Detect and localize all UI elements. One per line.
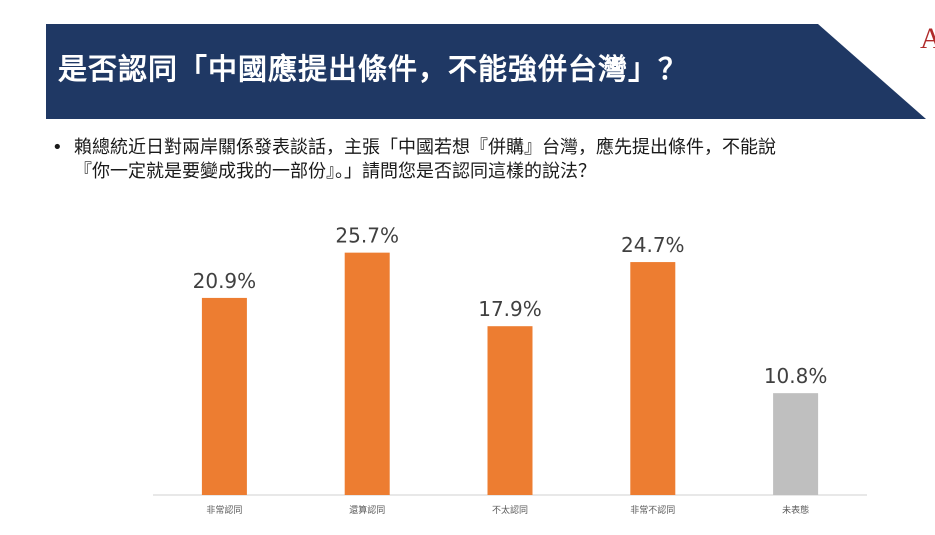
bar-1 (201, 297, 247, 495)
bar-2 (344, 252, 390, 495)
category-label-5: 未表態 (782, 504, 809, 516)
logo-letter: A (920, 22, 935, 55)
banner-shape (46, 24, 926, 119)
bar-5 (773, 393, 819, 495)
category-label-1: 非常認同 (206, 504, 242, 516)
bar-4 (630, 262, 676, 495)
page-title: 是否認同「中國應提出條件，不能強併台灣」？ (58, 52, 689, 86)
title-banner (46, 24, 926, 119)
data-label-4: 24.7% (621, 233, 685, 257)
category-label-3: 不太認同 (492, 504, 528, 516)
question-text: • 賴總統近日對兩岸關係發表談話，主張「中國若想『併購』台灣，應先提出條件，不能… (52, 136, 922, 184)
category-label-2: 還算認同 (349, 504, 385, 516)
category-label-4: 非常不認同 (630, 504, 675, 516)
data-label-2: 25.7% (335, 224, 399, 248)
question-line-1: 賴總統近日對兩岸關係發表談話，主張「中國若想『併購』台灣，應先提出條件，不能說 (74, 137, 776, 158)
data-label-1: 20.9% (193, 269, 257, 293)
question-line-2: 『你一定就是要變成我的一部份』。」請問您是否認同這樣的說法？ (74, 161, 596, 182)
bullet-icon: • (52, 137, 63, 158)
bar-3 (487, 326, 533, 495)
data-label-5: 10.8% (764, 364, 828, 388)
data-label-3: 17.9% (478, 297, 542, 321)
